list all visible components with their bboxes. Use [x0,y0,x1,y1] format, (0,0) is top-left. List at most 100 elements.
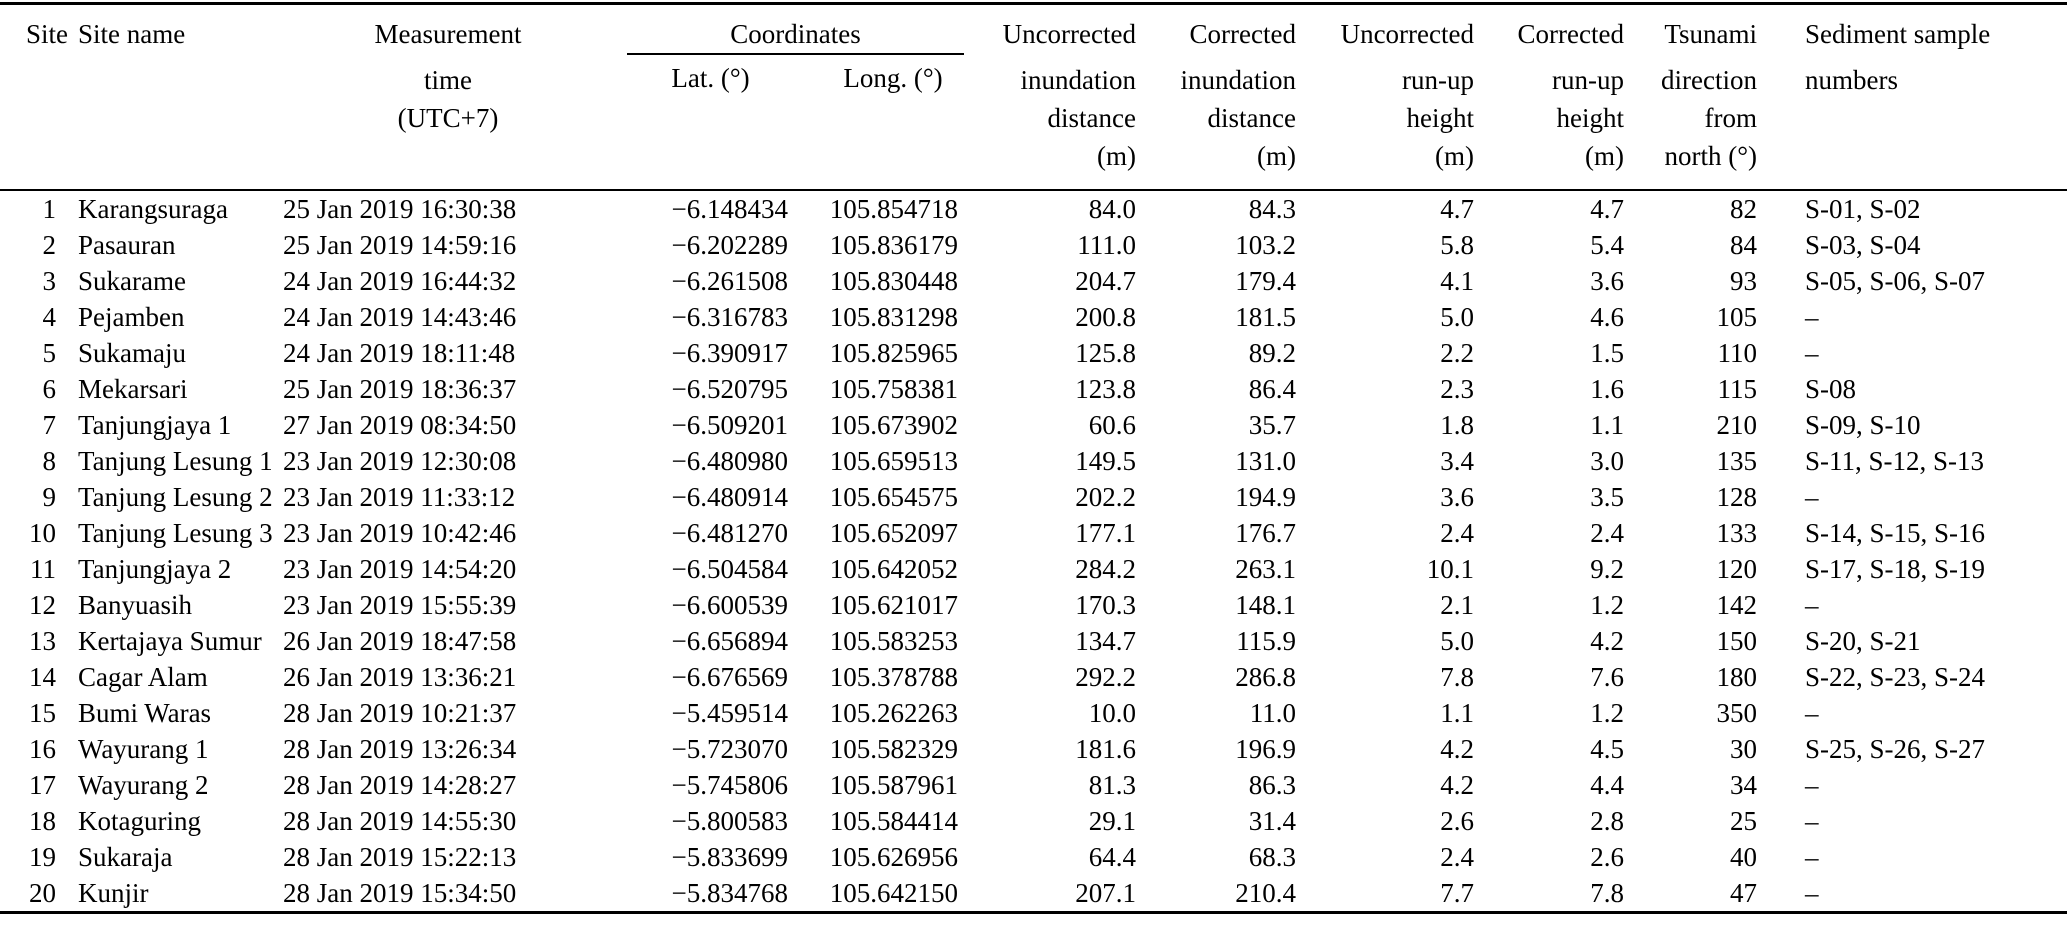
site-cell: 12 [29,590,56,620]
sediment-samples-cell: – [1805,770,1819,800]
site-cell: 13 [29,626,56,656]
site-cell: 18 [29,806,56,836]
site-name-cell: Kunjir [78,878,149,908]
uncorrected-runup-height-cell: 7.7 [1440,878,1474,908]
measurement-time-cell: 25 Jan 2019 14:59:16 [283,230,517,260]
uncorrected-inundation-distance-cell: 204.7 [1075,266,1136,296]
corrected-runup-height-cell: 2.8 [1590,806,1624,836]
uncorrected-inundation-distance-cell: 123.8 [1075,374,1136,404]
tsunami-direction-cell: 30 [1730,734,1757,764]
longitude-cell: 105.825965 [829,338,958,368]
site-name-cell: Banyuasih [78,590,192,620]
header-measurement-line2: time [424,65,472,95]
table-row: 4 Pejamben 24 Jan 2019 14:43:46 −6.316783 10… [0,299,2067,335]
site-cell: 16 [29,734,56,764]
corrected-runup-height-cell: 1.6 [1590,374,1624,404]
corrected-inundation-distance-cell: 31.4 [1248,806,1296,836]
header-corr-runup-line4: (m) [1585,141,1624,171]
header-site-label: Site [26,19,69,49]
header-row: Site Site name Measurement time (UTC+7) … [0,4,2067,191]
corrected-runup-height-cell: 1.2 [1590,590,1624,620]
tsunami-direction-cell: 150 [1716,626,1758,656]
longitude-cell: 105.642052 [829,554,958,584]
uncorrected-runup-height-cell: 3.4 [1440,446,1474,476]
table-row: 18 Kotaguring 28 Jan 2019 14:55:30 −5.80058… [0,803,2067,839]
longitude-cell: 105.673902 [829,410,958,440]
sediment-samples-cell: S-03, S-04 [1805,230,1921,260]
uncorrected-inundation-distance-cell: 64.4 [1088,842,1136,872]
uncorrected-runup-height-cell: 5.0 [1440,302,1474,332]
tsunami-direction-cell: 47 [1730,878,1757,908]
site-name-cell: Pejamben [78,302,185,332]
header-direction-line4: north (°) [1664,141,1757,171]
corrected-inundation-distance-cell: 263.1 [1235,554,1296,584]
site-cell: 1 [42,194,57,224]
table-body: 1 Karangsuraga 25 Jan 2019 16:30:38 −6.1484… [0,190,2067,913]
uncorrected-inundation-distance-cell: 200.8 [1075,302,1136,332]
measurement-time-cell: 23 Jan 2019 15:55:39 [283,590,517,620]
sediment-samples-cell: – [1805,842,1819,872]
corrected-runup-height-cell: 4.4 [1590,770,1624,800]
uncorrected-inundation-distance-cell: 202.2 [1075,482,1136,512]
measurement-time-cell: 23 Jan 2019 14:54:20 [283,554,517,584]
corrected-runup-height-cell: 1.5 [1590,338,1624,368]
site-name-cell: Mekarsari [78,374,188,404]
site-cell: 14 [29,662,56,692]
site-name-cell: Karangsuraga [78,194,228,224]
latitude-cell: −6.480914 [671,482,788,512]
latitude-cell: −6.509201 [671,410,788,440]
header-uncorr-runup-line2: run-up [1402,65,1474,95]
corrected-inundation-distance-cell: 115.9 [1236,626,1296,656]
header-sediment-line1: Sediment sample [1805,19,1991,49]
longitude-cell: 105.642150 [829,878,958,908]
site-name-cell: Tanjungjaya 1 [78,410,232,440]
site-name-cell: Wayurang 1 [78,734,209,764]
corrected-inundation-distance-cell: 103.2 [1235,230,1296,260]
corrected-runup-height-cell: 4.7 [1590,194,1624,224]
longitude-cell: 105.659513 [829,446,958,476]
tsunami-direction-cell: 40 [1730,842,1757,872]
site-cell: 9 [42,482,57,512]
measurement-time-cell: 28 Jan 2019 14:55:30 [283,806,517,836]
sediment-samples-cell: S-17, S-18, S-19 [1805,554,1986,584]
sediment-samples-cell: – [1805,590,1819,620]
col-header-uncorrected-runup: Uncorrected run-up height (m) [1316,4,1494,191]
tsunami-direction-cell: 133 [1716,518,1758,548]
site-name-cell: Sukaraja [78,842,173,872]
longitude-cell: 105.582329 [829,734,958,764]
uncorrected-inundation-distance-cell: 170.3 [1075,590,1136,620]
table-row: 11 Tanjungjaya 2 23 Jan 2019 14:54:20 −6.50… [0,551,2067,587]
sediment-samples-cell: S-08 [1805,374,1857,404]
uncorrected-inundation-distance-cell: 125.8 [1075,338,1136,368]
latitude-cell: −5.745806 [671,770,788,800]
header-measurement-line3: (UTC+7) [397,103,499,133]
sediment-samples-cell: – [1805,338,1819,368]
uncorrected-inundation-distance-cell: 177.1 [1075,518,1136,548]
corrected-inundation-distance-cell: 89.2 [1248,338,1296,368]
sediment-samples-cell: S-14, S-15, S-16 [1805,518,1986,548]
site-name-cell: Tanjung Lesung 3 [78,518,273,548]
tsunami-direction-cell: 135 [1716,446,1758,476]
table-row: 13 Kertajaya Sumur 26 Jan 2019 18:47:58 −6.… [0,623,2067,659]
site-name-cell: Tanjungjaya 2 [78,554,232,584]
sediment-samples-cell: S-09, S-10 [1805,410,1921,440]
measurement-time-cell: 24 Jan 2019 14:43:46 [283,302,517,332]
latitude-cell: −6.520795 [671,374,788,404]
tsunami-direction-cell: 350 [1716,698,1758,728]
uncorrected-inundation-distance-cell: 207.1 [1075,878,1136,908]
longitude-cell: 105.262263 [829,698,958,728]
header-corr-inund-line1: Corrected [1189,19,1296,49]
col-header-tsunami-direction: Tsunami direction from north (°) [1644,4,1777,191]
corrected-runup-height-cell: 7.8 [1590,878,1624,908]
corrected-inundation-distance-cell: 181.5 [1235,302,1296,332]
header-longitude-label: Long. (°) [843,63,943,93]
latitude-cell: −6.600539 [671,590,788,620]
site-name-cell: Tanjung Lesung 2 [78,482,273,512]
uncorrected-runup-height-cell: 7.8 [1440,662,1474,692]
latitude-cell: −6.480980 [671,446,788,476]
corrected-inundation-distance-cell: 131.0 [1235,446,1296,476]
latitude-cell: −5.800583 [671,806,788,836]
latitude-cell: −6.261508 [671,266,788,296]
uncorrected-inundation-distance-cell: 284.2 [1075,554,1136,584]
